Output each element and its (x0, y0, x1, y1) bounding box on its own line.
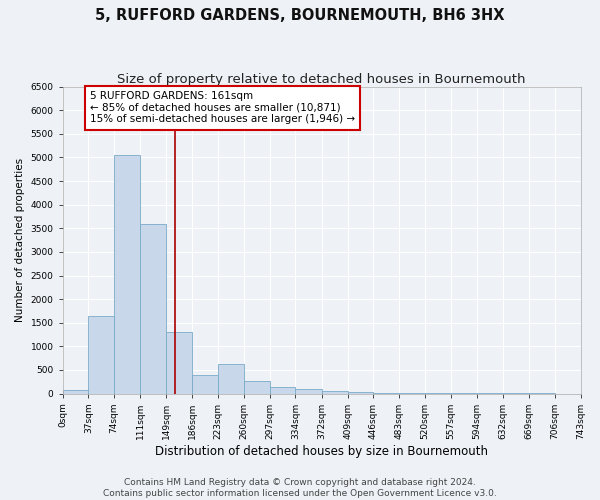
X-axis label: Distribution of detached houses by size in Bournemouth: Distribution of detached houses by size … (155, 444, 488, 458)
Bar (166, 332, 192, 394)
Bar (399, 393, 425, 394)
Bar (218, 364, 244, 394)
Text: Contains HM Land Registry data © Crown copyright and database right 2024.
Contai: Contains HM Land Registry data © Crown c… (103, 478, 497, 498)
Bar (322, 391, 347, 394)
Bar (192, 374, 218, 394)
Bar (114, 155, 140, 394)
Y-axis label: Number of detached properties: Number of detached properties (15, 158, 25, 322)
Bar (244, 381, 269, 394)
Bar (140, 224, 166, 394)
Bar (373, 392, 399, 394)
Bar (88, 316, 114, 394)
Bar (295, 389, 322, 394)
Text: 5 RUFFORD GARDENS: 161sqm
← 85% of detached houses are smaller (10,871)
15% of s: 5 RUFFORD GARDENS: 161sqm ← 85% of detac… (90, 92, 355, 124)
Text: 5, RUFFORD GARDENS, BOURNEMOUTH, BH6 3HX: 5, RUFFORD GARDENS, BOURNEMOUTH, BH6 3HX (95, 8, 505, 22)
Title: Size of property relative to detached houses in Bournemouth: Size of property relative to detached ho… (117, 72, 526, 86)
Bar (62, 390, 88, 394)
Bar (269, 388, 295, 394)
Bar (347, 392, 373, 394)
